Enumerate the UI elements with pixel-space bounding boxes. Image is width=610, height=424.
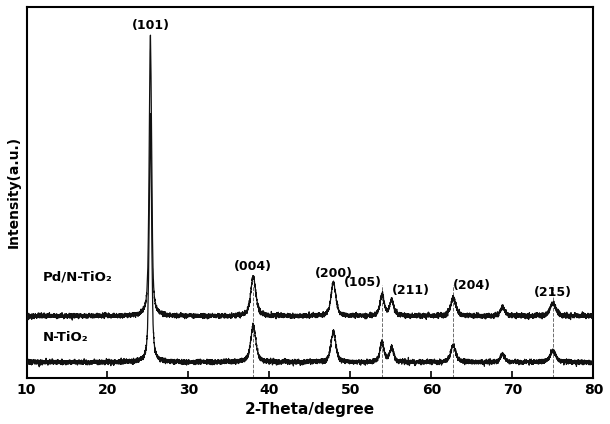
Y-axis label: Intensity(a.u.): Intensity(a.u.) bbox=[7, 136, 21, 248]
Text: (200): (200) bbox=[314, 267, 353, 280]
Text: Pd/N-TiO₂: Pd/N-TiO₂ bbox=[43, 271, 112, 284]
Text: (101): (101) bbox=[131, 20, 170, 33]
Text: (004): (004) bbox=[234, 260, 272, 273]
Text: (105): (105) bbox=[344, 276, 382, 290]
Text: (204): (204) bbox=[453, 279, 491, 293]
Text: (215): (215) bbox=[534, 286, 572, 299]
Text: N-TiO₂: N-TiO₂ bbox=[43, 331, 88, 343]
X-axis label: 2-Theta/degree: 2-Theta/degree bbox=[245, 402, 375, 417]
Text: (211): (211) bbox=[392, 284, 429, 297]
